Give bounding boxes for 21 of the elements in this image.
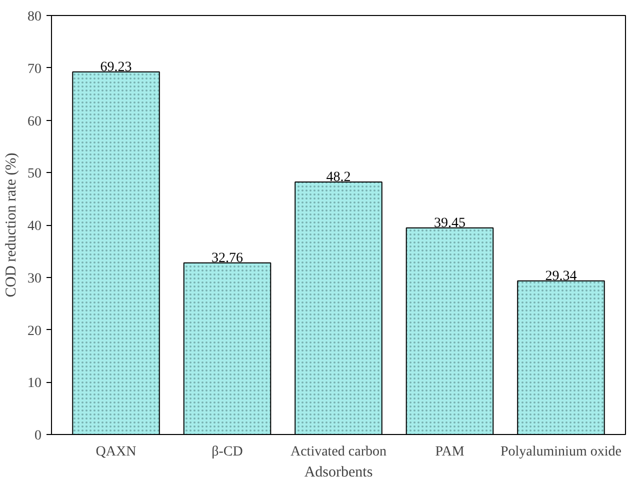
y-axis-title: COD reduction rate (%)	[4, 152, 20, 298]
x-tick-label: Activated carbon	[290, 444, 387, 460]
x-tick-label: QAXN	[96, 444, 136, 460]
y-tick-label: 10	[28, 376, 42, 392]
y-tick-label: 30	[28, 271, 42, 286]
data-label: 29.34	[545, 268, 577, 284]
y-tick-label: 80	[28, 10, 42, 24]
data-label: 69.23	[100, 60, 132, 75]
x-axis-title: Adsorbents	[304, 464, 373, 480]
y-tick-label: 60	[28, 114, 42, 130]
y-tick-label: 50	[28, 166, 42, 182]
data-label: 39.45	[434, 216, 466, 231]
data-label: 32.76	[212, 250, 244, 266]
x-tick-label: Polyaluminium oxide	[500, 444, 622, 460]
y-tick-label: 20	[28, 324, 42, 339]
y-tick-label: 0	[34, 428, 42, 444]
y-tick-label: 70	[28, 62, 42, 77]
data-label: 48.2	[326, 170, 351, 186]
x-tick-label: PAM	[435, 444, 465, 460]
x-tick-label: β-CD	[212, 444, 243, 460]
y-tick-label: 40	[28, 219, 42, 234]
